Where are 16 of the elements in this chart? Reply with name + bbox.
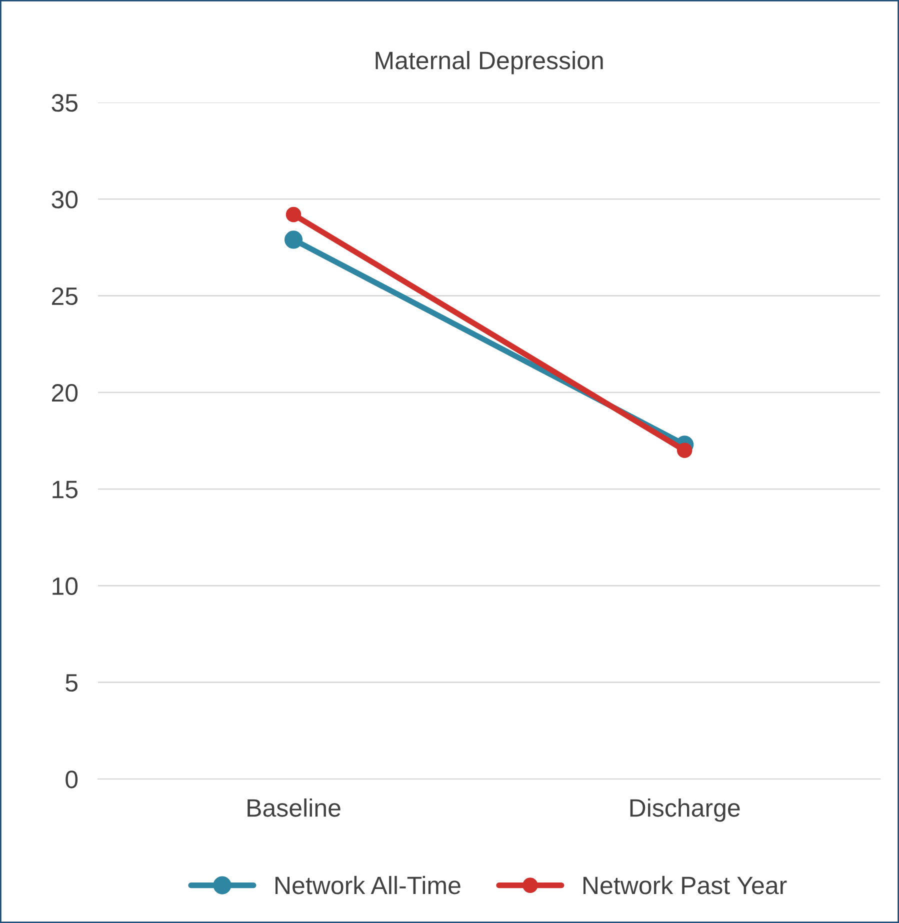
x-tick-label: Baseline: [248, 798, 340, 817]
y-tick-label: 35: [52, 94, 78, 112]
y-tick-label: 0: [66, 770, 78, 788]
y-tick-label: 10: [52, 577, 78, 596]
chart-title: Maternal Depression: [376, 51, 603, 74]
y-tick-label: 15: [52, 480, 78, 498]
y-tick-label: 20: [52, 384, 78, 402]
legend-label: Network Past Year: [584, 876, 787, 894]
y-tick-label: 5: [66, 674, 78, 692]
x-tick-label: Discharge: [630, 798, 740, 822]
point: [286, 206, 302, 222]
y-tick-label: 30: [52, 190, 78, 208]
point: [676, 442, 692, 458]
legend-label: Network All-Time: [276, 876, 460, 894]
point: [284, 230, 303, 249]
y-tick-label: 25: [52, 287, 78, 306]
